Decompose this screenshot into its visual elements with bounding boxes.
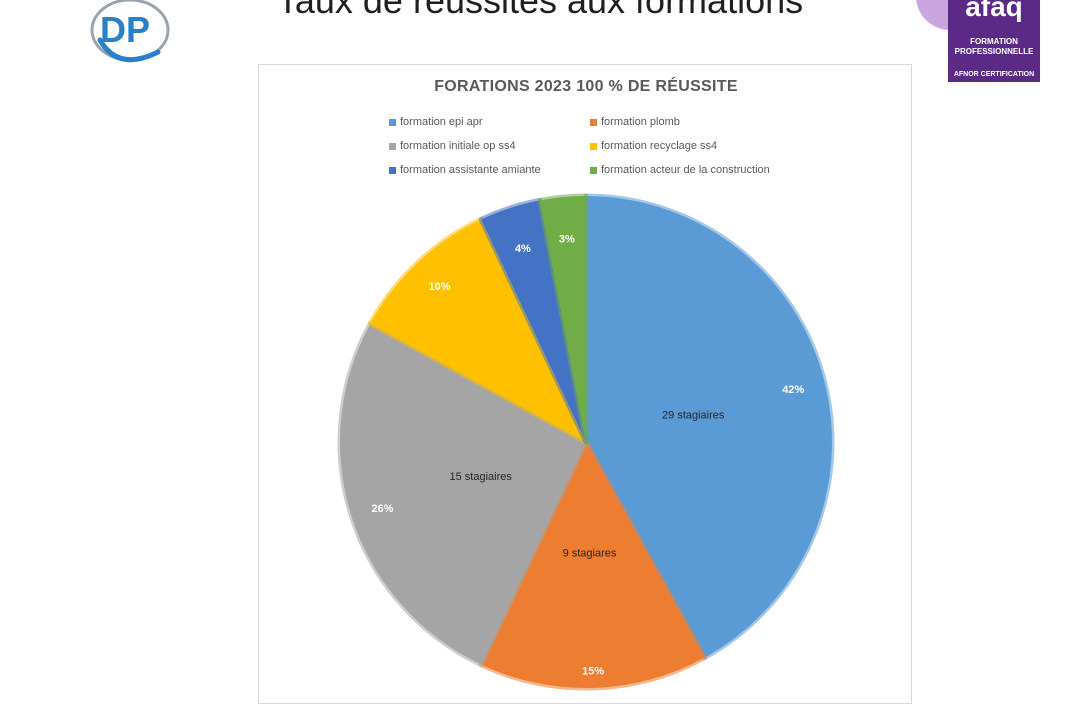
svg-text:afaq: afaq	[965, 0, 1023, 22]
svg-text:DP: DP	[100, 9, 150, 50]
legend-label: formation acteur de la construction	[601, 164, 770, 176]
legend-label: formation assistante amiante	[400, 164, 541, 176]
legend-swatch	[389, 166, 396, 174]
slice-percent-label: 3%	[559, 234, 575, 246]
chart-title: FORATIONS 2023 100 % DE RÉUSSITE	[434, 78, 738, 95]
pie-slice	[367, 216, 589, 445]
legend-item: formation plomb	[590, 116, 680, 128]
svg-text:AFNOR CERTIFICATION: AFNOR CERTIFICATION	[954, 71, 1034, 78]
slide-title: Taux de réussites aux formations	[276, 0, 804, 21]
legend-item: formation acteur de la construction	[590, 164, 770, 176]
qualiopi-afaq-logo-icon: afaq FORMATION PROFESSIONNELLE AFNOR CER…	[910, 0, 1050, 88]
svg-text:FORMATION: FORMATION	[970, 37, 1018, 46]
slice-percent-label: 10%	[428, 281, 450, 293]
pie-slice	[537, 193, 589, 445]
dp-logo-icon: DP	[88, 0, 180, 72]
pie-chart: 42% 29 stagiaires 15% 9 stagiares 26% 15 stag…	[337, 193, 835, 691]
slice-percent-label: 42%	[782, 384, 804, 396]
slice-count-label: 15 stagiaires	[450, 471, 513, 483]
slice-percent-label: 4%	[515, 243, 531, 255]
legend-label: formation recyclage ss4	[601, 140, 718, 152]
slice-count-label: 9 stagiares	[563, 548, 617, 560]
legend-swatch	[590, 142, 597, 150]
legend-label: formation initiale op ss4	[400, 140, 516, 152]
slice-percent-label: 26%	[371, 503, 393, 515]
legend-swatch	[590, 166, 597, 174]
svg-text:PROFESSIONNELLE: PROFESSIONNELLE	[955, 47, 1034, 56]
legend-item: formation assistante amiante	[389, 164, 541, 176]
pie-slice	[583, 193, 835, 661]
legend-swatch	[389, 118, 396, 126]
legend-swatch	[389, 142, 396, 150]
slice-percent-label: 15%	[582, 666, 604, 678]
legend-swatch	[590, 118, 597, 126]
chart-area: FORATIONS 2023 100 % DE RÉUSSITE formati…	[258, 64, 912, 704]
legend-item: formation recyclage ss4	[590, 140, 717, 152]
legend-item: formation epi apr	[389, 116, 483, 128]
slice-count-label: 29 stagiaires	[662, 409, 725, 421]
legend-item: formation initiale op ss4	[389, 140, 516, 152]
legend-label: formation epi apr	[400, 116, 483, 128]
legend-label: formation plomb	[601, 116, 680, 128]
